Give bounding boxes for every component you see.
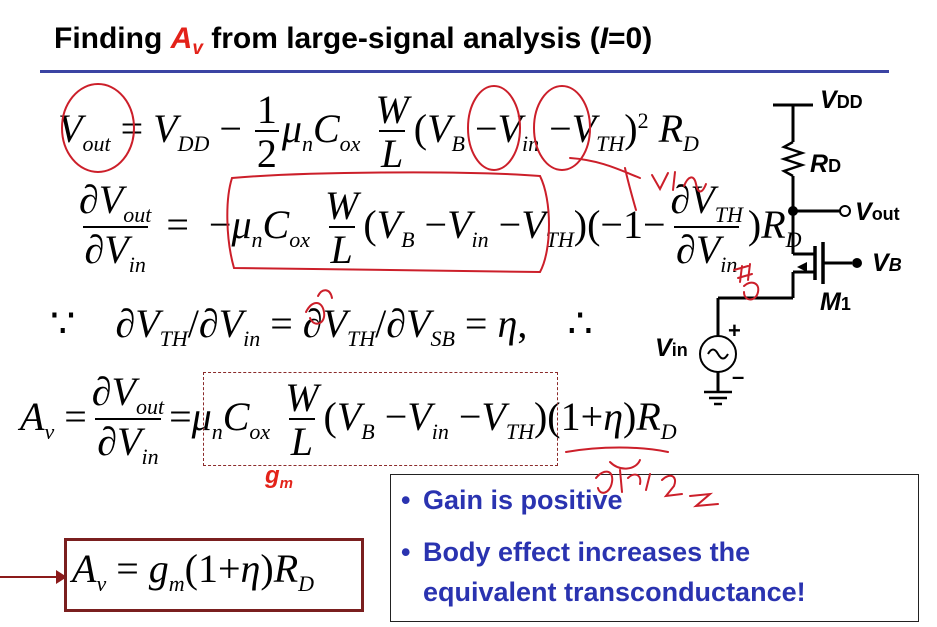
label-vin-sub: in: [671, 340, 688, 360]
label-vb: VB: [872, 249, 902, 278]
label-vin-main: V: [655, 334, 672, 362]
resistor-rd: [780, 140, 806, 178]
label-m1-sub: 1: [840, 294, 851, 314]
bullet-item-2: • Body effect increases the: [401, 537, 751, 567]
equation-gain: Av = ∂Vout ∂Vin =μnCox W L (VB −Vin −VTH)(1+η…: [20, 369, 677, 469]
label-vout-main: V: [855, 198, 872, 226]
label-rd-sub: D: [828, 156, 842, 176]
label-m1-main: M: [820, 288, 841, 316]
label-minus: –: [732, 364, 745, 389]
label-vb-main: V: [872, 249, 889, 277]
label-rd: RD: [810, 150, 841, 179]
bullet-item-1: • Gain is positive: [401, 485, 623, 515]
label-rd-main: R: [810, 150, 829, 178]
bullet-text-3: equivalent transconductance!: [423, 577, 806, 607]
title-suffix-b: =0): [608, 22, 653, 55]
bullet-text-1: Gain is positive: [423, 485, 623, 515]
title-symbol: Av: [170, 22, 203, 59]
title-suffix-a: from large-signal analysis (: [202, 22, 600, 55]
label-vdd-main: V: [820, 86, 837, 114]
title-suffix-var: I: [599, 22, 609, 55]
gm-label-sub: m: [279, 475, 294, 492]
gm-label: gm: [265, 462, 294, 492]
slide-title: Finding Av from large-signal analysis (I…: [54, 22, 653, 59]
equation-result: Av = gm(1+η)RD: [72, 546, 315, 596]
circuit-diagram: [699, 103, 862, 406]
label-vb-sub: B: [888, 255, 902, 275]
bullet-box: • Gain is positive • Body effect increases…: [390, 474, 919, 622]
title-underline: [40, 70, 889, 73]
gm-dashed-box: [203, 372, 558, 466]
title-symbol-sub: v: [192, 38, 203, 59]
label-vdd: VDD: [820, 86, 863, 115]
title-symbol-main: A: [170, 22, 193, 55]
label-m1: M1: [820, 288, 851, 317]
equation-body-effect: ∵ ∂VTH/∂Vin = ∂VTH/∂VSB = η, ∴: [50, 301, 593, 351]
result-box: [64, 538, 364, 612]
source-arrow: [797, 262, 807, 272]
result-arrow-head: [56, 570, 67, 584]
bullet-text-2: Body effect increases the: [423, 537, 751, 567]
label-vdd-sub: DD: [836, 92, 863, 112]
label-vout: Vout: [855, 198, 900, 227]
bullet-item-3: •equivalent transconductance!: [401, 577, 806, 608]
title-prefix: Finding: [54, 22, 171, 55]
equation-vout: Vout = VDD − 1 2 μnCox W L (VB −Vin −VTH)2 R…: [58, 87, 699, 176]
result-arrow-line: [0, 576, 58, 578]
label-vin: Vin: [655, 334, 688, 363]
gm-label-main: g: [265, 462, 280, 489]
label-plus: +: [728, 318, 741, 343]
label-vout-sub: out: [871, 204, 900, 224]
